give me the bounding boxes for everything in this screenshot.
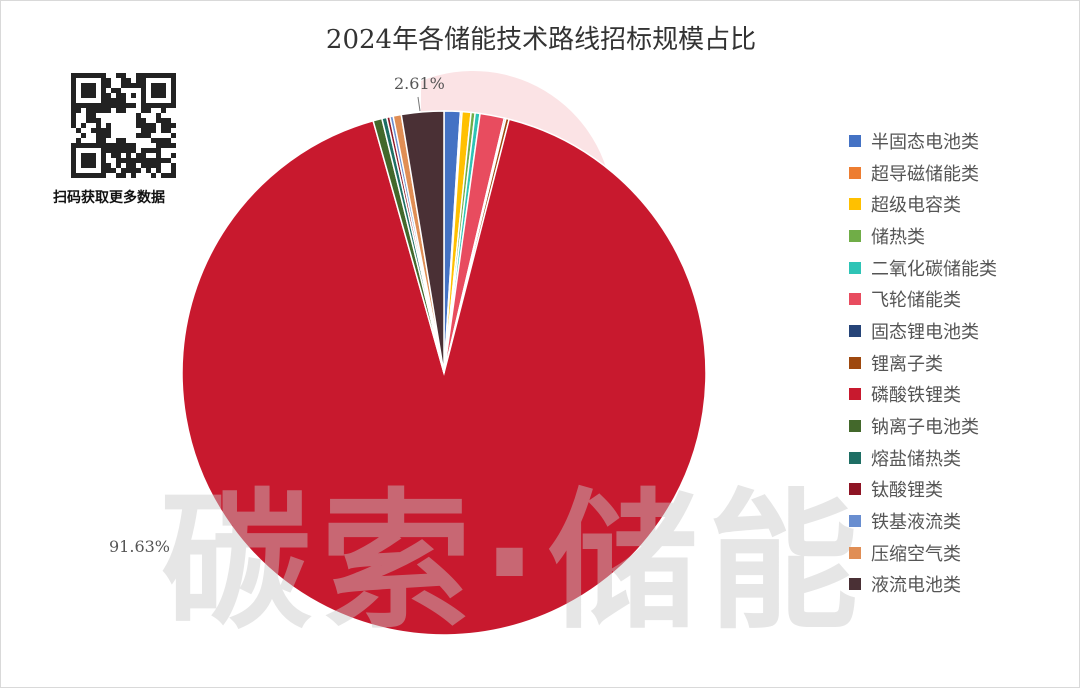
legend-item[interactable]: 二氧化碳储能类 xyxy=(849,252,997,284)
legend-label: 锂离子类 xyxy=(871,353,943,375)
legend-swatch xyxy=(849,261,861,274)
legend-label: 熔盐储热类 xyxy=(871,448,961,470)
legend-swatch xyxy=(849,388,861,401)
legend-label: 超导磁储能类 xyxy=(871,163,979,185)
legend-item[interactable]: 锂离子类 xyxy=(849,347,997,379)
legend-swatch xyxy=(849,578,861,591)
legend-item[interactable]: 超导磁储能类 xyxy=(849,157,997,189)
legend-swatch xyxy=(849,198,861,211)
legend-item[interactable]: 磷酸铁锂类 xyxy=(849,379,997,411)
legend-item[interactable]: 铁基液流类 xyxy=(849,505,997,537)
legend-label: 铁基液流类 xyxy=(871,512,961,534)
legend-swatch xyxy=(849,166,861,179)
legend-swatch xyxy=(849,134,861,147)
legend-item[interactable]: 飞轮储能类 xyxy=(849,283,997,315)
legend-label: 半固态电池类 xyxy=(871,131,979,153)
legend-label: 液流电池类 xyxy=(871,575,961,597)
data-label-lfp: 91.63% xyxy=(109,537,171,556)
legend-label: 钛酸锂类 xyxy=(871,480,943,502)
legend: 半固态电池类 超导磁储能类 超级电容类储热类二氧化碳储能类 飞轮储能类固态锂电池类 锂离… xyxy=(849,125,997,600)
legend-swatch xyxy=(849,420,861,433)
qr-code[interactable] xyxy=(71,73,176,178)
qr-label: 扫码获取更多数据 xyxy=(53,190,165,206)
legend-item[interactable]: 压缩空气类 xyxy=(849,537,997,569)
legend-swatch xyxy=(849,451,861,464)
legend-item[interactable]: 储热类 xyxy=(849,220,997,252)
legend-swatch xyxy=(849,356,861,369)
legend-label: 压缩空气类 xyxy=(871,543,961,565)
legend-swatch xyxy=(849,293,861,306)
legend-label: 二氧化碳储能类 xyxy=(871,258,997,280)
legend-item[interactable]: 液流电池类 xyxy=(849,569,997,601)
pie-slice[interactable] xyxy=(400,110,445,374)
legend-swatch xyxy=(849,515,861,528)
legend-swatch xyxy=(849,546,861,559)
legend-label: 储热类 xyxy=(871,226,925,248)
legend-item[interactable]: 半固态电池类 xyxy=(849,125,997,157)
chart-title: 2024年各储能技术路线招标规模占比 xyxy=(325,25,757,55)
leader-line xyxy=(417,96,421,112)
legend-item[interactable]: 熔盐储热类 xyxy=(849,442,997,474)
legend-label: 钠离子电池类 xyxy=(871,417,979,439)
legend-swatch xyxy=(849,483,861,496)
legend-item[interactable]: 固态锂电池类 xyxy=(849,315,997,347)
legend-item[interactable]: 超级电容类 xyxy=(849,188,997,220)
legend-item[interactable]: 钛酸锂类 xyxy=(849,474,997,506)
pie-slice[interactable] xyxy=(181,118,707,636)
legend-label: 磷酸铁锂类 xyxy=(871,385,961,407)
data-label-liquid-flow: 2.61% xyxy=(394,74,445,93)
legend-item[interactable]: 钠离子电池类 xyxy=(849,410,997,442)
legend-swatch xyxy=(849,229,861,242)
legend-label: 飞轮储能类 xyxy=(871,290,961,312)
legend-label: 超级电容类 xyxy=(871,195,961,217)
legend-label: 固态锂电池类 xyxy=(871,321,979,343)
legend-swatch xyxy=(849,324,861,337)
